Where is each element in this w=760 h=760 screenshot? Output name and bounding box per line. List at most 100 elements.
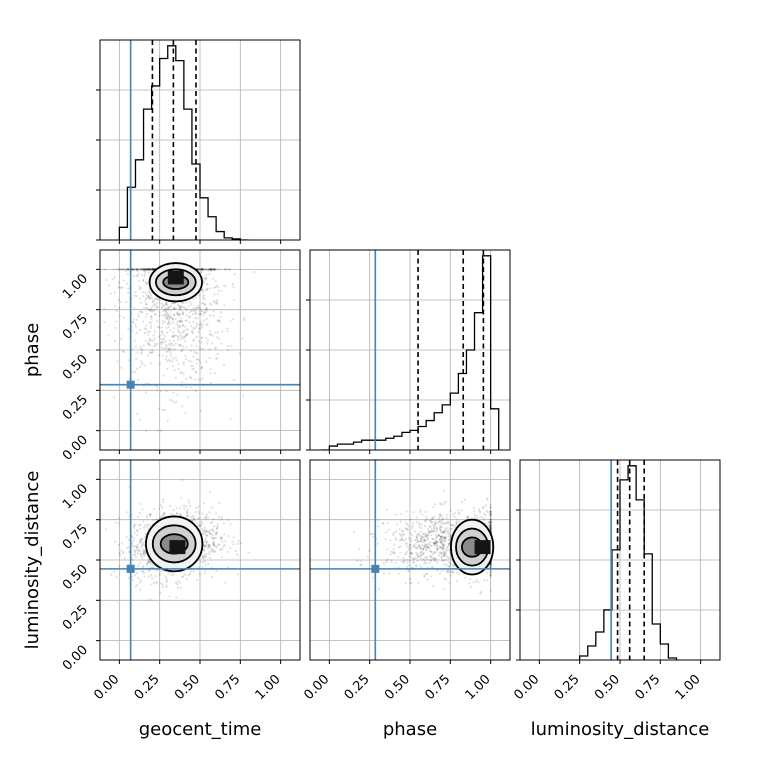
sample-point xyxy=(436,561,439,564)
sample-point xyxy=(220,538,223,541)
sample-point xyxy=(445,522,448,525)
sample-point xyxy=(170,347,173,351)
sample-point xyxy=(205,268,208,271)
sample-point xyxy=(199,268,202,271)
sample-point xyxy=(397,566,400,569)
sample-point xyxy=(109,292,112,295)
sample-point xyxy=(398,528,401,531)
sample-point xyxy=(199,307,203,311)
sample-point xyxy=(139,365,142,368)
sample-point xyxy=(165,302,168,305)
sample-point xyxy=(208,329,212,332)
sample-point xyxy=(402,532,405,535)
sample-point xyxy=(132,554,135,557)
sample-point xyxy=(445,547,448,550)
sample-point xyxy=(213,268,216,271)
sample-point xyxy=(140,570,144,573)
sample-point xyxy=(148,292,151,295)
sample-point xyxy=(419,551,422,554)
panel-frame xyxy=(99,39,301,241)
sample-point xyxy=(145,268,148,271)
sample-point xyxy=(217,543,221,546)
sample-point xyxy=(164,314,168,317)
sample-point xyxy=(427,533,430,536)
sample-point xyxy=(431,517,434,520)
sample-point xyxy=(209,382,212,385)
panel-frame xyxy=(309,459,511,661)
sample-point xyxy=(169,342,172,345)
sample-point xyxy=(427,538,430,541)
sample-point xyxy=(140,350,144,354)
sample-point xyxy=(212,268,215,271)
sample-point xyxy=(206,534,209,537)
sample-point xyxy=(187,499,190,502)
sample-point xyxy=(165,311,168,315)
sample-point xyxy=(211,533,214,537)
sample-point xyxy=(169,351,172,354)
sample-point xyxy=(449,562,452,565)
sample-point xyxy=(143,272,146,276)
sample-point xyxy=(220,289,223,292)
sample-point xyxy=(140,538,143,541)
sample-point xyxy=(118,268,121,271)
sample-point xyxy=(179,586,182,589)
sample-point xyxy=(148,268,151,271)
sample-point xyxy=(151,268,155,271)
sample-point xyxy=(194,511,197,514)
sample-point xyxy=(441,547,444,550)
panel-frame xyxy=(99,459,301,661)
sample-point xyxy=(113,570,116,573)
sample-point xyxy=(408,545,411,548)
sample-point xyxy=(203,303,207,306)
sample-point xyxy=(206,287,209,291)
sample-point xyxy=(424,510,427,513)
sample-point xyxy=(429,530,432,533)
sample-point xyxy=(419,534,422,537)
sample-point xyxy=(158,362,161,365)
sample-point xyxy=(118,286,121,289)
sample-point xyxy=(209,268,212,271)
sample-point xyxy=(137,313,140,316)
sample-point xyxy=(200,341,203,344)
sample-point xyxy=(430,556,433,559)
sample-point xyxy=(222,284,225,287)
sample-point xyxy=(442,550,445,554)
sample-point xyxy=(172,573,175,576)
sample-point xyxy=(438,515,442,518)
sample-point xyxy=(421,552,425,555)
sample-point xyxy=(165,350,169,353)
sample-point xyxy=(118,315,122,318)
sample-point xyxy=(213,525,216,528)
sample-point xyxy=(416,541,419,544)
sample-point xyxy=(166,367,169,371)
sample-point xyxy=(197,312,201,316)
sample-point xyxy=(149,362,153,365)
sample-point xyxy=(165,309,168,313)
sample-point xyxy=(169,309,173,312)
sample-point xyxy=(415,565,418,568)
sample-point xyxy=(209,532,212,536)
sample-point xyxy=(192,355,195,358)
sample-point xyxy=(418,545,421,548)
sample-point xyxy=(419,547,423,550)
sample-point xyxy=(208,529,211,532)
sample-point xyxy=(180,350,183,353)
sample-point xyxy=(200,523,203,527)
sample-point xyxy=(182,306,185,309)
sample-point xyxy=(156,342,159,346)
sample-point xyxy=(489,563,492,566)
sample-point xyxy=(135,274,139,277)
sample-point xyxy=(136,268,139,271)
sample-point xyxy=(205,306,208,310)
sample-point xyxy=(174,307,178,310)
sample-point xyxy=(199,313,203,316)
sample-point xyxy=(141,279,145,282)
sample-point xyxy=(222,522,226,525)
sample-point xyxy=(442,536,446,539)
sample-point xyxy=(182,360,185,364)
sample-point xyxy=(195,325,198,329)
sample-point xyxy=(137,577,140,580)
sample-point xyxy=(203,502,206,505)
sample-point xyxy=(137,378,140,381)
sample-point xyxy=(419,551,422,554)
